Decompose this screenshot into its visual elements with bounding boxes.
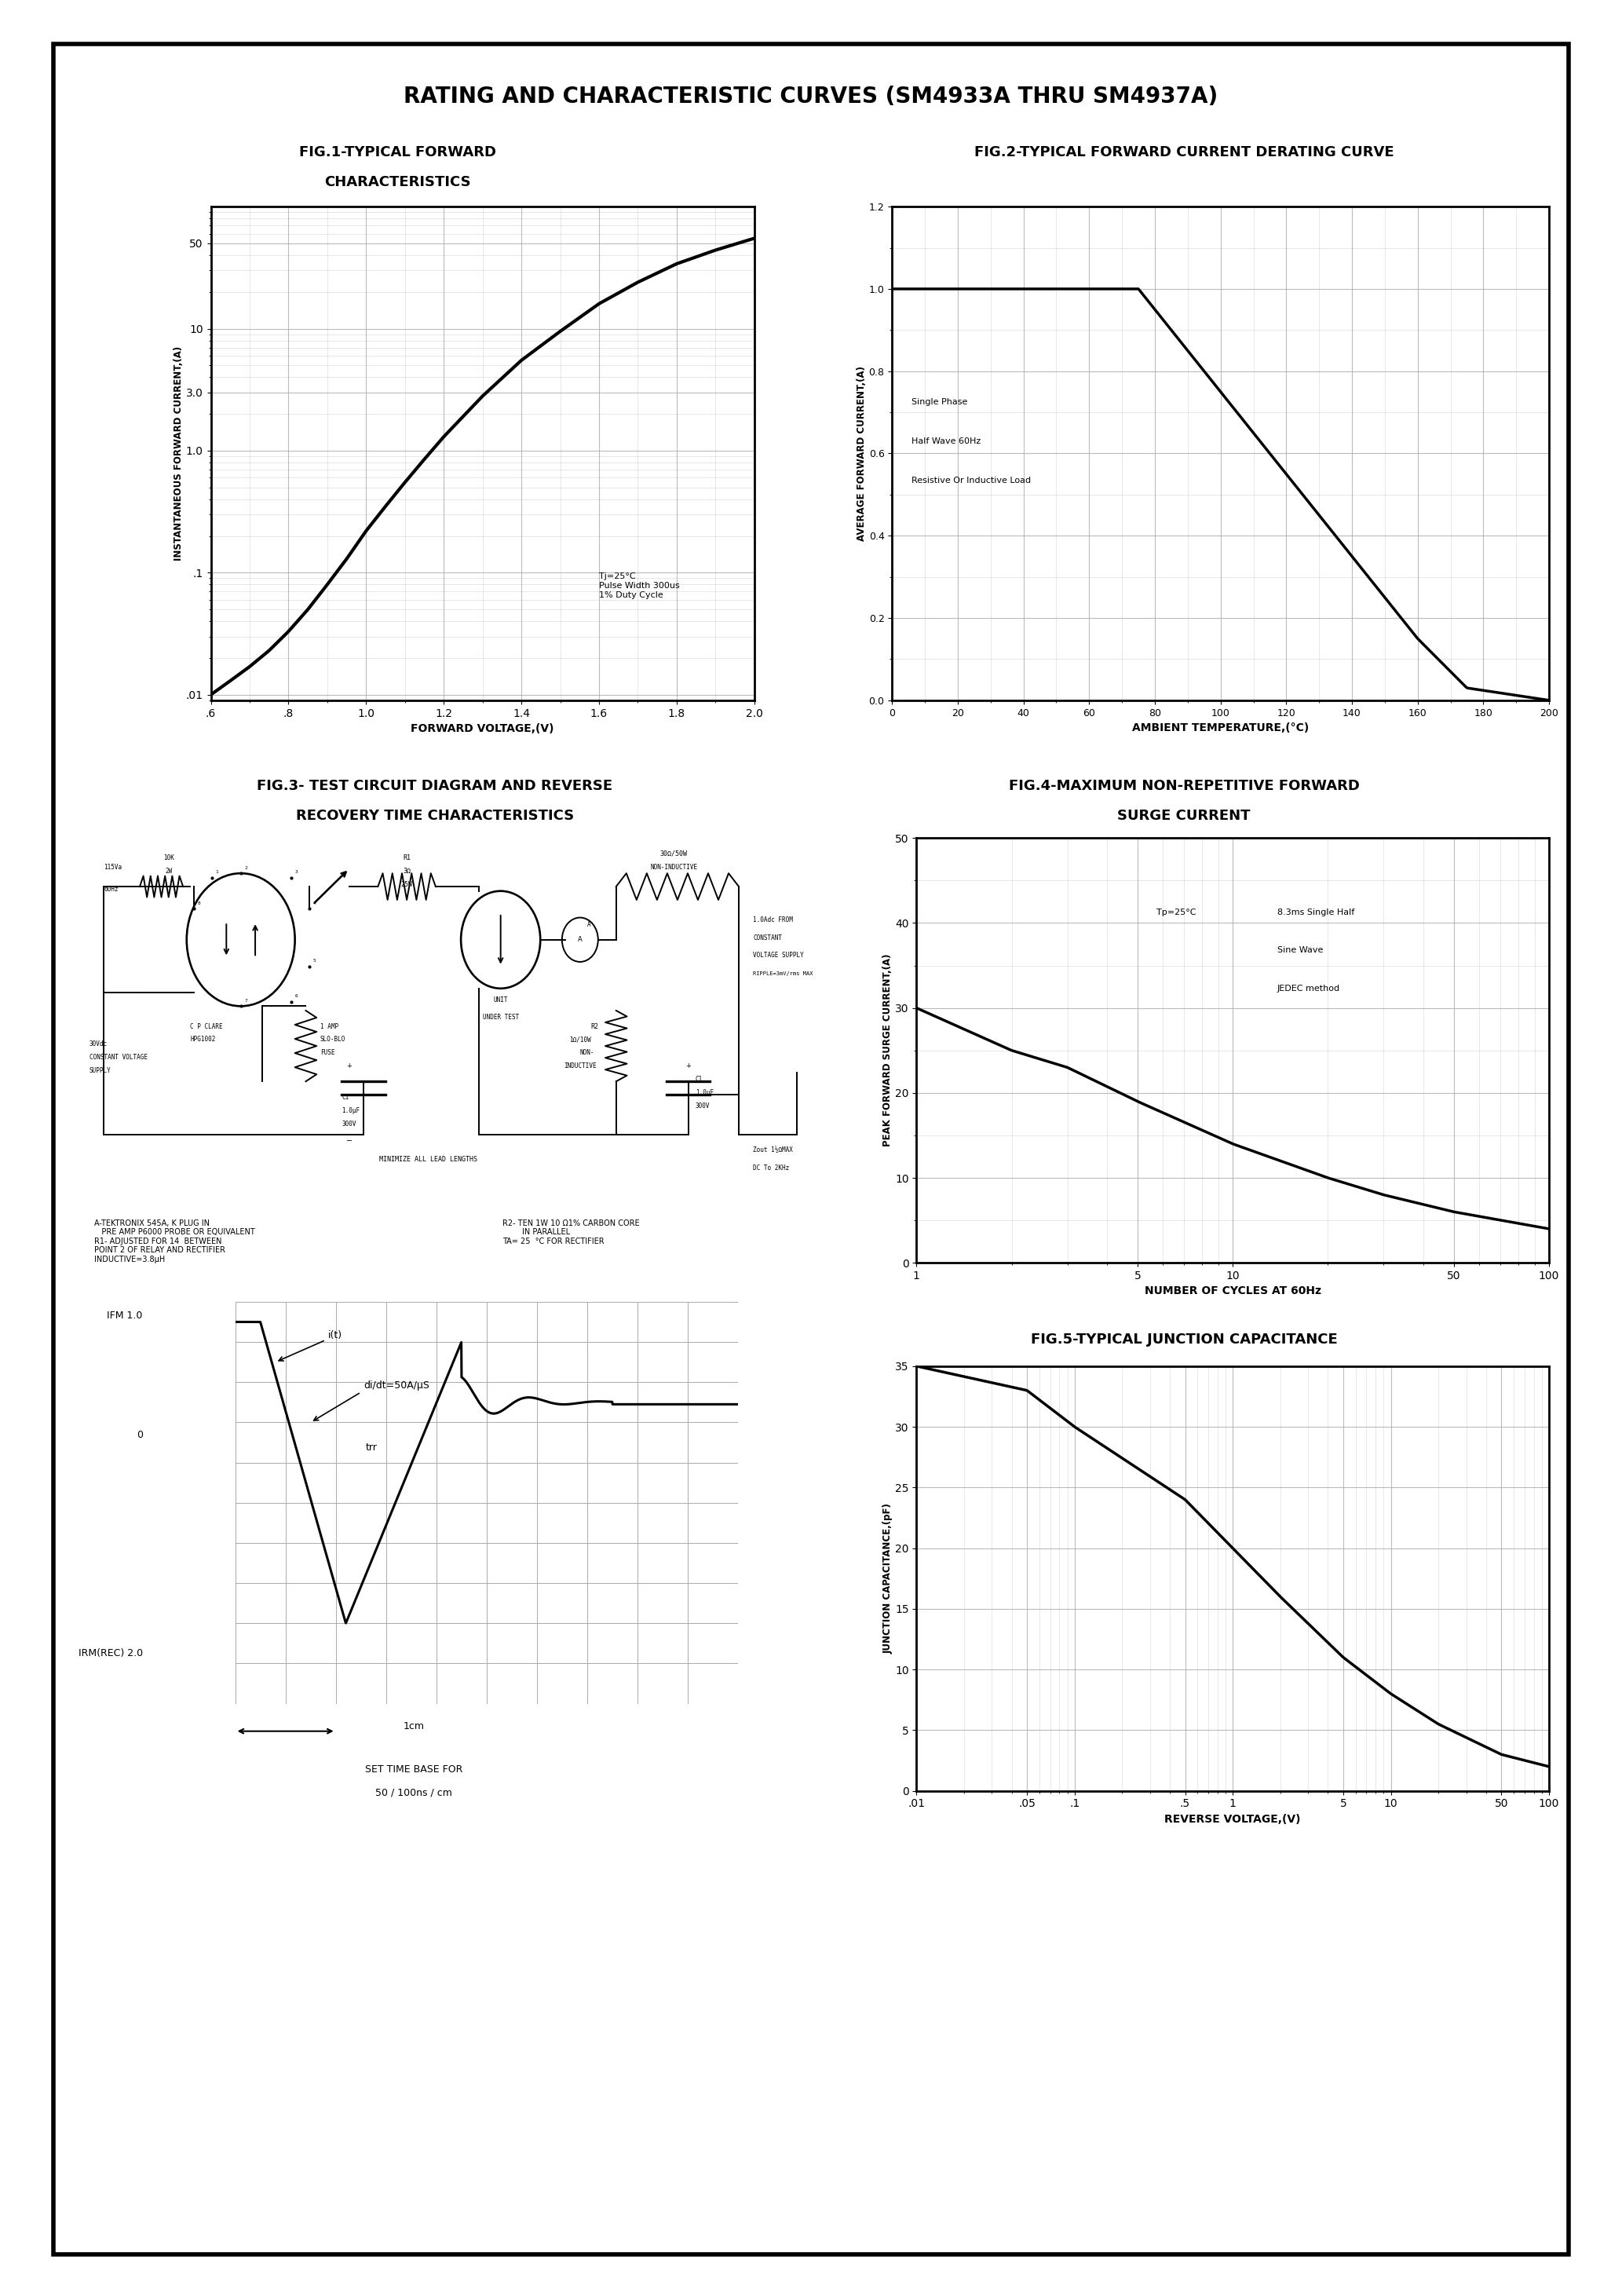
- Text: 50 / 100ns / cm: 50 / 100ns / cm: [375, 1789, 453, 1798]
- Text: 1: 1: [216, 870, 219, 875]
- Text: 1 AMP: 1 AMP: [320, 1022, 339, 1031]
- Text: 1.0μF: 1.0μF: [696, 1088, 714, 1095]
- Text: Zout 1½ΩMAX: Zout 1½ΩMAX: [753, 1146, 793, 1155]
- Text: RATING AND CHARACTERISTIC CURVES (SM4933A THRU SM4937A): RATING AND CHARACTERISTIC CURVES (SM4933…: [404, 85, 1218, 108]
- Text: MINIMIZE ALL LEAD LENGTHS: MINIMIZE ALL LEAD LENGTHS: [380, 1155, 477, 1162]
- Text: FIG.2-TYPICAL FORWARD CURRENT DERATING CURVE: FIG.2-TYPICAL FORWARD CURRENT DERATING C…: [975, 145, 1393, 158]
- Text: 8: 8: [198, 900, 201, 905]
- Text: +: +: [686, 1063, 691, 1070]
- Text: IRM(REC) 2.0: IRM(REC) 2.0: [78, 1649, 143, 1658]
- Text: CHARACTERISTICS: CHARACTERISTICS: [324, 174, 470, 188]
- Text: 1cm: 1cm: [402, 1722, 425, 1731]
- Text: 5: 5: [313, 960, 316, 962]
- Text: CONSTANT: CONSTANT: [753, 934, 782, 941]
- Text: FUSE: FUSE: [320, 1049, 334, 1056]
- Text: −: −: [345, 1137, 352, 1146]
- Text: di/dt=50A/μS: di/dt=50A/μS: [363, 1380, 430, 1391]
- Text: A: A: [577, 937, 582, 944]
- Text: R2: R2: [590, 1022, 599, 1031]
- Y-axis label: JUNCTION CAPACITANCE,(pF): JUNCTION CAPACITANCE,(pF): [882, 1504, 892, 1653]
- Text: trr: trr: [367, 1442, 378, 1453]
- Text: 30Ω/50W: 30Ω/50W: [660, 850, 688, 856]
- Text: CONSTANT VOLTAGE: CONSTANT VOLTAGE: [89, 1054, 148, 1061]
- Text: JEDEC method: JEDEC method: [1277, 985, 1340, 992]
- X-axis label: NUMBER OF CYCLES AT 60Hz: NUMBER OF CYCLES AT 60Hz: [1145, 1286, 1320, 1297]
- Text: RIPPLE=3mV/rms MAX: RIPPLE=3mV/rms MAX: [753, 971, 813, 976]
- X-axis label: AMBIENT TEMPERATURE,(°C): AMBIENT TEMPERATURE,(°C): [1132, 723, 1309, 732]
- X-axis label: REVERSE VOLTAGE,(V): REVERSE VOLTAGE,(V): [1165, 1814, 1301, 1825]
- Text: FIG.3- TEST CIRCUIT DIAGRAM AND REVERSE: FIG.3- TEST CIRCUIT DIAGRAM AND REVERSE: [256, 778, 613, 792]
- Text: Single Phase: Single Phase: [912, 397, 968, 406]
- Text: 4: 4: [313, 900, 316, 905]
- Y-axis label: PEAK FORWARD SURGE CURRENT,(A): PEAK FORWARD SURGE CURRENT,(A): [882, 955, 892, 1146]
- Text: 8.3ms Single Half: 8.3ms Single Half: [1277, 909, 1354, 916]
- Text: 300V: 300V: [342, 1120, 357, 1127]
- Text: Half Wave 60Hz: Half Wave 60Hz: [912, 436, 981, 445]
- Text: Sine Wave: Sine Wave: [1277, 946, 1324, 955]
- Text: Tj=25°C
Pulse Width 300us
1% Duty Cycle: Tj=25°C Pulse Width 300us 1% Duty Cycle: [599, 572, 680, 599]
- Text: i(t): i(t): [328, 1329, 342, 1341]
- Text: UNDER TEST: UNDER TEST: [482, 1015, 519, 1022]
- Text: SUPPLY: SUPPLY: [89, 1068, 110, 1075]
- Y-axis label: INSTANTANEOUS FORWARD CURRENT,(A): INSTANTANEOUS FORWARD CURRENT,(A): [174, 347, 183, 560]
- Text: FIG.5-TYPICAL JUNCTION CAPACITANCE: FIG.5-TYPICAL JUNCTION CAPACITANCE: [1030, 1332, 1338, 1345]
- Text: 7: 7: [245, 999, 247, 1003]
- Text: 6: 6: [295, 994, 298, 999]
- Text: C1: C1: [696, 1077, 702, 1084]
- Text: 1.0Adc FROM: 1.0Adc FROM: [753, 916, 793, 923]
- Text: R2- TEN 1W 10 Ω1% CARBON CORE
        IN PARALLEL
TA= 25  °C FOR RECTIFIER: R2- TEN 1W 10 Ω1% CARBON CORE IN PARALLE…: [503, 1219, 641, 1244]
- Text: +: +: [347, 1063, 352, 1070]
- Y-axis label: AVERAGE FORWARD CURRENT,(A): AVERAGE FORWARD CURRENT,(A): [856, 365, 866, 542]
- Text: Resistive Or Inductive Load: Resistive Or Inductive Load: [912, 478, 1032, 484]
- Text: 1.0μF: 1.0μF: [342, 1107, 360, 1114]
- Text: 25W: 25W: [401, 882, 412, 889]
- Text: Tp=25°C: Tp=25°C: [1156, 909, 1197, 916]
- Text: 3Ω: 3Ω: [402, 868, 410, 875]
- Text: FIG.1-TYPICAL FORWARD: FIG.1-TYPICAL FORWARD: [298, 145, 496, 158]
- Text: IFM 1.0: IFM 1.0: [107, 1311, 143, 1320]
- Text: C1: C1: [342, 1093, 349, 1100]
- Text: 30Vdc: 30Vdc: [89, 1040, 107, 1047]
- Text: 3: 3: [295, 870, 298, 875]
- Text: VOLTAGE SUPPLY: VOLTAGE SUPPLY: [753, 953, 805, 960]
- Text: R1: R1: [402, 854, 410, 861]
- Text: 115Va: 115Va: [104, 863, 122, 870]
- Text: DC To 2KHz: DC To 2KHz: [753, 1164, 790, 1171]
- Text: 60Hz: 60Hz: [104, 886, 118, 893]
- Text: A: A: [587, 921, 590, 928]
- Text: SET TIME BASE FOR: SET TIME BASE FOR: [365, 1766, 462, 1775]
- Text: NON-: NON-: [581, 1049, 595, 1056]
- Text: SLO-BLO: SLO-BLO: [320, 1035, 345, 1042]
- Text: NON-INDUCTIVE: NON-INDUCTIVE: [650, 863, 697, 870]
- Text: UNIT: UNIT: [493, 996, 508, 1003]
- Text: 1Ω/10W: 1Ω/10W: [569, 1035, 590, 1042]
- Text: C P CLARE: C P CLARE: [190, 1022, 222, 1031]
- Text: SURGE CURRENT: SURGE CURRENT: [1118, 808, 1251, 822]
- Text: FIG.4-MAXIMUM NON-REPETITIVE FORWARD: FIG.4-MAXIMUM NON-REPETITIVE FORWARD: [1009, 778, 1359, 792]
- Text: INDUCTIVE: INDUCTIVE: [564, 1063, 597, 1070]
- Text: 300V: 300V: [696, 1102, 710, 1109]
- X-axis label: FORWARD VOLTAGE,(V): FORWARD VOLTAGE,(V): [410, 723, 555, 735]
- Text: A-TEKTRONIX 545A, K PLUG IN
   PRE AMP P6000 PROBE OR EQUIVALENT
R1- ADJUSTED FO: A-TEKTRONIX 545A, K PLUG IN PRE AMP P600…: [94, 1219, 255, 1263]
- Text: 0: 0: [136, 1430, 143, 1440]
- Text: 2: 2: [245, 866, 247, 870]
- Text: 2W: 2W: [165, 868, 172, 875]
- Text: HPG1002: HPG1002: [190, 1035, 216, 1042]
- Text: RECOVERY TIME CHARACTERISTICS: RECOVERY TIME CHARACTERISTICS: [295, 808, 574, 822]
- Text: 10K: 10K: [164, 854, 174, 861]
